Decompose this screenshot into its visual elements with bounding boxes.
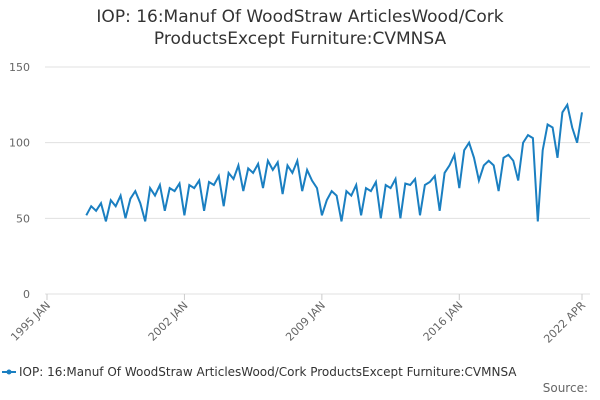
source: Source: xyxy=(543,381,588,395)
x-tick-label: 1995 JAN xyxy=(8,299,53,344)
chart-title: IOP: 16:Manuf Of WoodStraw ArticlesWood/… xyxy=(96,7,504,49)
y-tick-label: 100 xyxy=(9,137,30,150)
data-line xyxy=(85,102,583,222)
legend-label: IOP: 16:Manuf Of WoodStraw ArticlesWood/… xyxy=(19,365,517,379)
legend-marker xyxy=(6,369,12,375)
y-tick-label: 50 xyxy=(16,212,30,225)
x-tick-label: 2009 JAN xyxy=(283,299,328,344)
x-tick-label: 2002 JAN xyxy=(146,299,191,344)
legend-item: IOP: 16:Manuf Of WoodStraw ArticlesWood/… xyxy=(2,365,517,379)
y-tick-label: 150 xyxy=(9,61,30,74)
x-tick-label: 2022 APR xyxy=(541,299,588,346)
x-tick-label: 2016 JAN xyxy=(421,299,466,344)
y-tick-label: 0 xyxy=(23,288,30,301)
